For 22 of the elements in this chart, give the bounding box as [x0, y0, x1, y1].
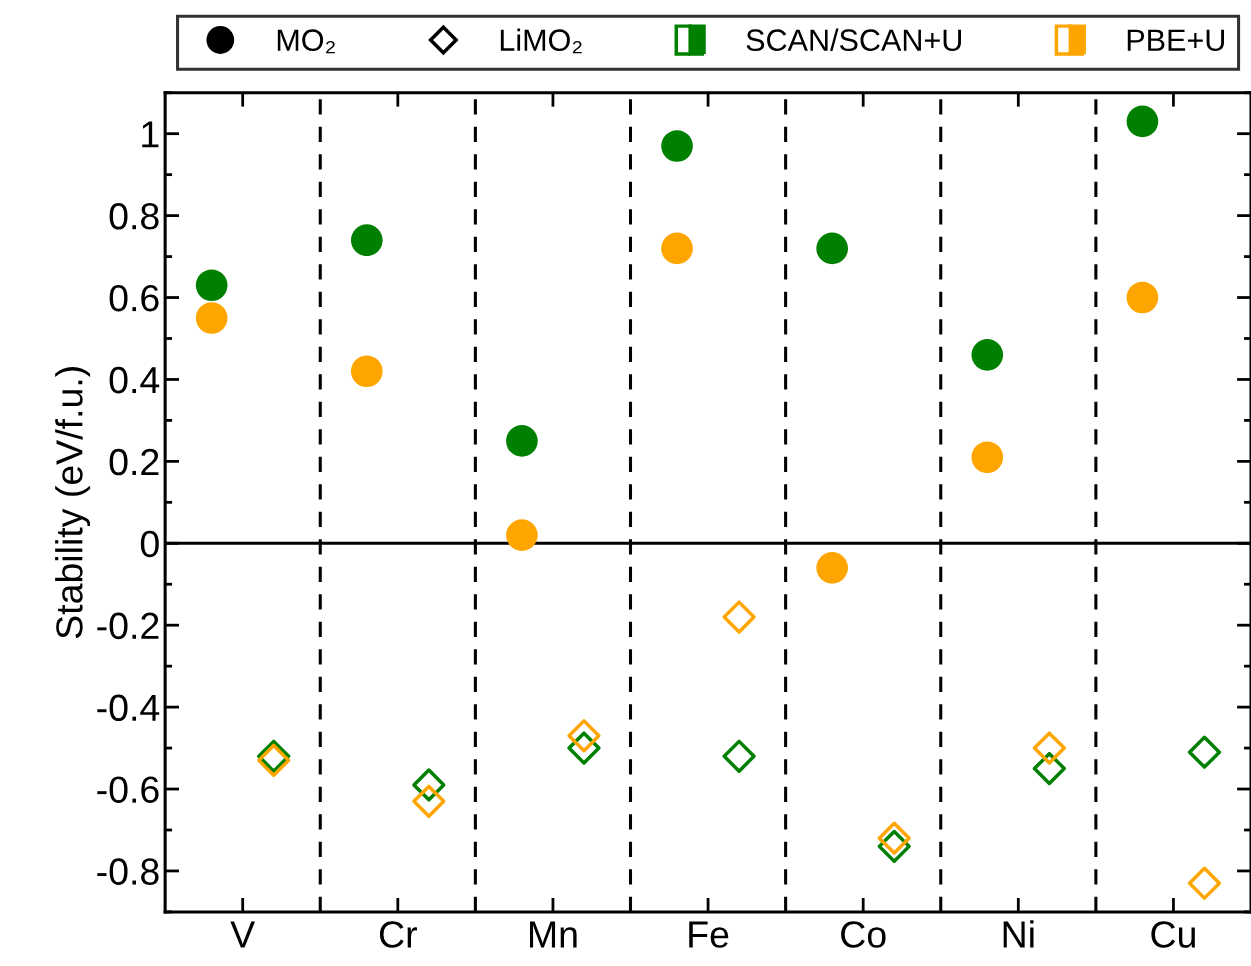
x-tick-label: Cr	[379, 921, 417, 948]
y-tick-label: 1	[142, 121, 159, 148]
y-tick-label: 0.8	[109, 203, 159, 230]
legend-label: SCAN/SCAN+U	[746, 28, 961, 51]
y-tick-label: -0.6	[97, 776, 159, 803]
y-tick-label: 0.6	[109, 284, 159, 312]
text: LiMO₂	[500, 28, 582, 54]
x-tick-label: Fe	[689, 921, 729, 948]
y-tick-label: -0.2	[97, 612, 159, 640]
y-tick-label: -0.8	[97, 858, 159, 885]
x-tick-label: Cu	[1151, 921, 1195, 948]
text: MO₂	[277, 29, 335, 54]
x-tick-label: V	[230, 921, 256, 948]
x-tick-label: Co	[841, 921, 886, 948]
x-tick-label: Ni	[1003, 920, 1034, 948]
y-axis-title: Stability (eV/f.u.)	[55, 367, 91, 639]
x-tick-label: Mn	[529, 921, 577, 948]
y-tick-label: 0.4	[109, 366, 160, 394]
y-tick-label: -0.4	[97, 694, 160, 722]
y-tick-label: 0	[140, 530, 159, 558]
y-tick-label: 0.2	[109, 448, 159, 476]
legend-label: PBE+U	[1127, 29, 1224, 51]
